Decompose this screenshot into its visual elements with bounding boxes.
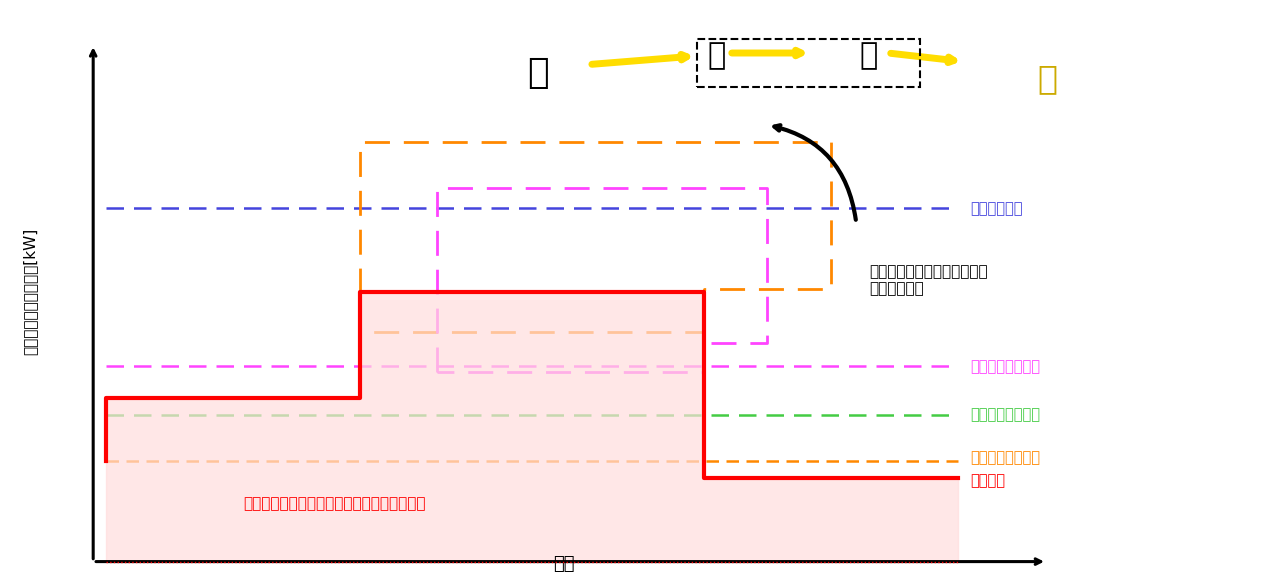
Text: 🏢: 🏢 xyxy=(1037,62,1057,96)
Bar xyxy=(698,38,920,87)
Text: 熱容量の限度: 熱容量の限度 xyxy=(970,201,1023,216)
Text: 運用容量: 運用容量 xyxy=(970,473,1006,489)
Polygon shape xyxy=(106,292,957,561)
Text: 当該送電線に流すことのでき
る潮流とは？: 当該送電線に流すことのでき る潮流とは？ xyxy=(869,264,988,296)
Text: 🏭: 🏭 xyxy=(527,56,549,90)
Text: 流通設備を流れる潮流[kW]: 流通設備を流れる潮流[kW] xyxy=(22,228,37,355)
Text: 🗼: 🗼 xyxy=(860,41,878,71)
Text: 周波数維持の限度: 周波数維持の限度 xyxy=(970,359,1041,374)
Text: 電圧安定性の限度: 電圧安定性の限度 xyxy=(970,408,1041,423)
Text: 時刻: 時刻 xyxy=(553,555,575,573)
Text: 🗼: 🗼 xyxy=(707,41,726,71)
Text: 当該流通設備に流すことのできる潮流の範囲: 当該流通設備に流すことのできる潮流の範囲 xyxy=(243,497,426,512)
Text: 同期安定性の限度: 同期安定性の限度 xyxy=(970,451,1041,466)
